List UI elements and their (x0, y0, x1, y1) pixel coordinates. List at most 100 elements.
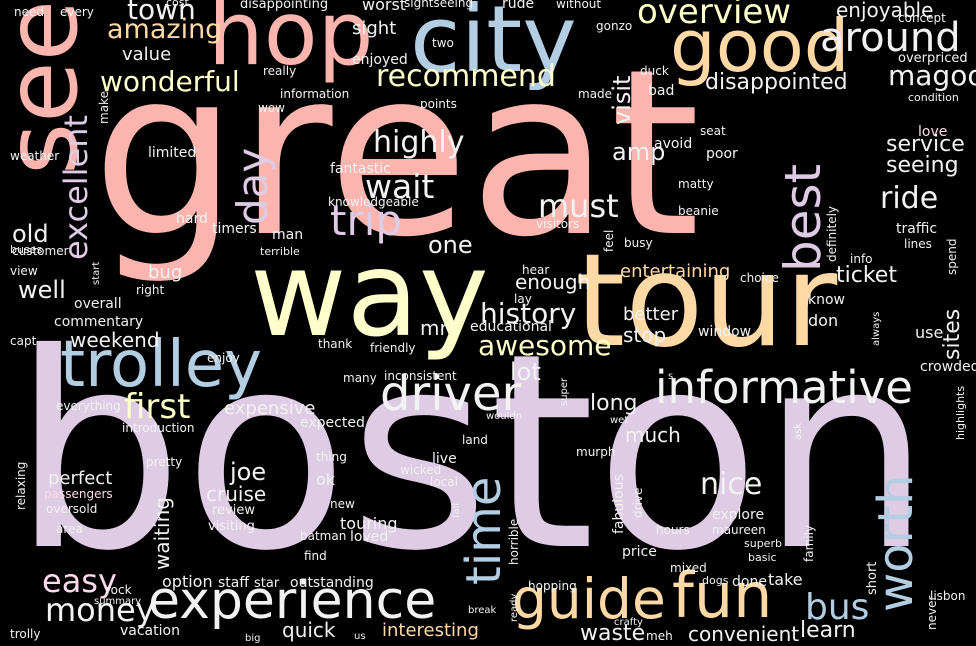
cloud-word-convenient: convenient (688, 622, 800, 646)
cloud-word-big: big (245, 633, 261, 644)
cloud-word-visitors: visitors (536, 217, 580, 231)
cloud-word-local: local (430, 475, 458, 489)
cloud-word-joe: joe (230, 458, 267, 486)
cloud-word-choice: choice (740, 271, 779, 285)
cloud-word-poor: poor (706, 146, 738, 162)
cloud-word-pretty: pretty (146, 455, 183, 469)
cloud-word-explore: explore (712, 507, 765, 523)
cloud-word-day: day (228, 147, 277, 225)
cloud-word-enjoyable: enjoyable (836, 0, 934, 22)
cloud-word-super: super (559, 377, 570, 406)
cloud-word-hop: hop (208, 0, 374, 85)
cloud-word-made: made (578, 87, 613, 101)
cloud-word-boston: boston (12, 295, 932, 610)
cloud-word-thank: thank (318, 337, 353, 351)
cloud-word-buses: buses (10, 243, 43, 256)
cloud-word-limited: limited (148, 145, 197, 161)
cloud-word-wet: wet (610, 415, 629, 426)
cloud-word-area: area (56, 522, 83, 536)
cloud-word-hear: hear (522, 263, 550, 277)
cloud-word-lot: lot (510, 358, 541, 386)
cloud-word-bug: bug (148, 262, 183, 283)
cloud-word-horrible: horrible (507, 518, 521, 565)
cloud-word-find: find (304, 549, 327, 563)
cloud-word-mixed: mixed (670, 561, 707, 575)
cloud-word-ok: ok (316, 470, 336, 489)
cloud-word-around: around (820, 15, 961, 61)
cloud-word-crafty: crafty (614, 617, 643, 628)
cloud-word-ride: ride (880, 181, 939, 216)
cloud-word-basic: basic (748, 551, 777, 564)
cloud-word-timers: timers (212, 221, 257, 237)
cloud-word-enjoy: enjoy (207, 351, 240, 365)
cloud-word-overall: overall (74, 296, 122, 312)
cloud-word-live: live (432, 451, 457, 467)
cloud-word-fun: fun (672, 559, 773, 632)
cloud-word-every: every (60, 5, 94, 19)
cloud-word-magoo: magoo (888, 59, 976, 92)
cloud-word-know: know (808, 292, 845, 308)
cloud-word-excellent: excellent (57, 114, 95, 260)
cloud-word-money: money (45, 591, 155, 629)
cloud-word-city: city (410, 0, 577, 93)
cloud-word-disappointing: disappointing (240, 0, 329, 12)
cloud-word-service: service (886, 132, 965, 157)
cloud-word-one: one (428, 231, 473, 259)
cloud-word-feel: feel (602, 229, 616, 252)
cloud-word-amp: amp (612, 138, 666, 166)
cloud-word-thing: thing (316, 450, 347, 464)
cloud-word-cost: cost (166, 0, 189, 9)
cloud-word-wicked: wicked (400, 463, 442, 477)
cloud-word-history: history (480, 297, 577, 330)
cloud-word-gonzo: gonzo (596, 19, 633, 33)
cloud-word-price: price (622, 544, 657, 560)
cloud-word-hard: hard (176, 211, 208, 227)
cloud-word-sightseeing: sightseeing (404, 0, 474, 10)
cloud-word-traffic: traffic (896, 221, 938, 237)
cloud-word-ask: ask (793, 422, 804, 440)
cloud-word-hopping: hopping (528, 579, 577, 593)
cloud-word-ready: ready (509, 593, 520, 622)
cloud-word-definitely: definitely (825, 205, 839, 262)
cloud-word-start: start (91, 261, 102, 285)
cloud-word-vacation: vacation (120, 623, 180, 639)
cloud-word-ticket: ticket (836, 263, 897, 288)
cloud-word-wow: wow (258, 101, 285, 115)
cloud-word-well: well (18, 276, 66, 304)
cloud-word-concept: concept (898, 11, 946, 25)
cloud-word-lay: lay (514, 292, 532, 306)
cloud-word-busy: busy (624, 236, 653, 250)
cloud-word-condition: condition (908, 91, 959, 104)
cloud-word-star: star (254, 576, 280, 591)
cloud-word-touring: touring (340, 514, 398, 533)
cloud-word-fabulous: fabulous (611, 474, 627, 534)
cloud-word-worst: worst (362, 0, 407, 14)
cloud-word-fall: fall (451, 502, 462, 518)
cloud-word-learn: learn (800, 618, 856, 643)
cloud-word-staff: staff (218, 575, 250, 591)
cloud-word-driver: driver (380, 366, 522, 422)
cloud-word-window: window (698, 324, 752, 340)
cloud-word-right: right (136, 283, 165, 297)
cloud-word-first: first (124, 387, 191, 427)
cloud-word-experience: experience (148, 571, 437, 631)
cloud-word-waiting: waiting (150, 497, 174, 570)
cloud-word-awesome: awesome (478, 329, 612, 362)
cloud-word-man: man (272, 227, 304, 243)
cloud-word-friendly: friendly (370, 341, 416, 355)
cloud-word-s: s (668, 371, 674, 382)
cloud-word-batman: batman (300, 529, 347, 543)
cloud-word-us: us (354, 631, 366, 642)
cloud-word-lisbon: lisbon (930, 589, 966, 603)
cloud-word-bus: bus (805, 587, 870, 628)
cloud-word-always: always (871, 311, 882, 346)
cloud-word-great: great (92, 21, 701, 288)
cloud-word-hours: hours (656, 523, 690, 537)
cloud-word-option: option (162, 572, 213, 591)
cloud-word-time: time (456, 476, 512, 585)
cloud-word-spend: spend (945, 238, 959, 275)
cloud-word-trolley: trolley (60, 328, 262, 402)
cloud-word-highlights: highlights (954, 385, 967, 440)
cloud-word-perfect: perfect (48, 468, 113, 489)
cloud-word-sight: sight (352, 18, 397, 39)
